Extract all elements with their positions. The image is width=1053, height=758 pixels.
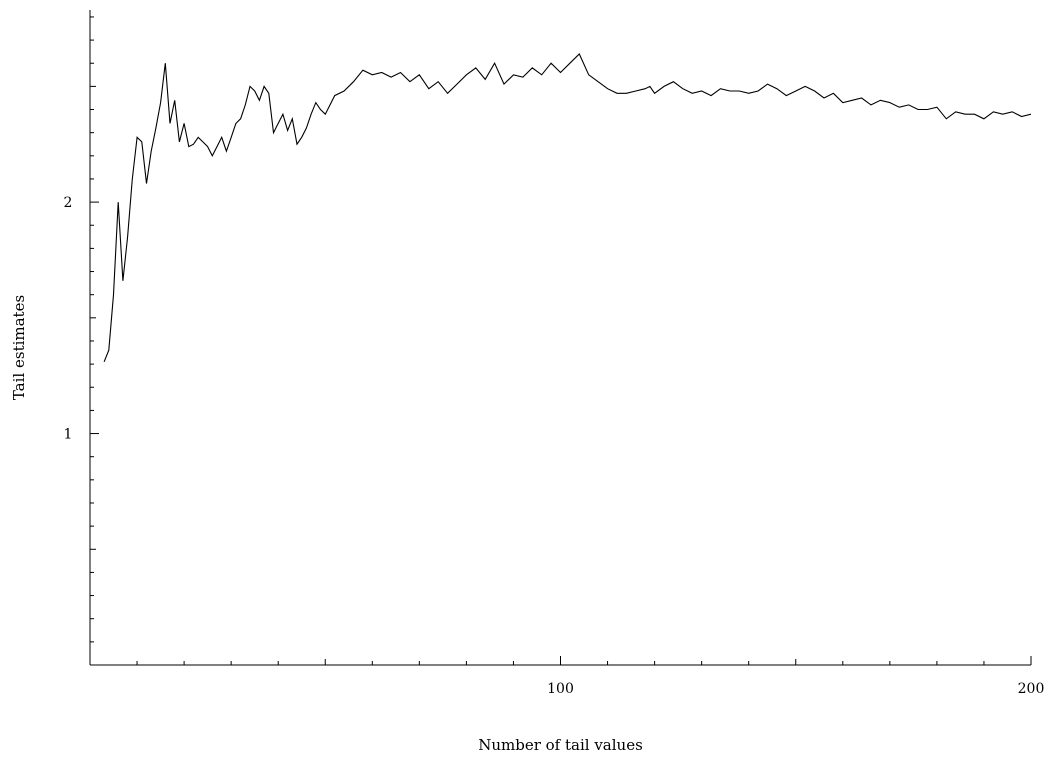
minor-ticks: [90, 16, 985, 665]
axes: [89, 10, 1031, 666]
tick-labels: 100 200 1 2: [64, 195, 1045, 697]
series-line: [103, 53, 1032, 363]
y-tick-label: 1: [64, 427, 73, 443]
x-tick-label: 200: [1018, 681, 1045, 697]
major-ticks: [90, 201, 1032, 665]
x-axis-title: Number of tail values: [478, 736, 643, 754]
x-tick-label: 100: [547, 681, 574, 697]
y-axis-title: Tail estimates: [10, 295, 28, 400]
y-tick-label: 2: [64, 195, 73, 211]
